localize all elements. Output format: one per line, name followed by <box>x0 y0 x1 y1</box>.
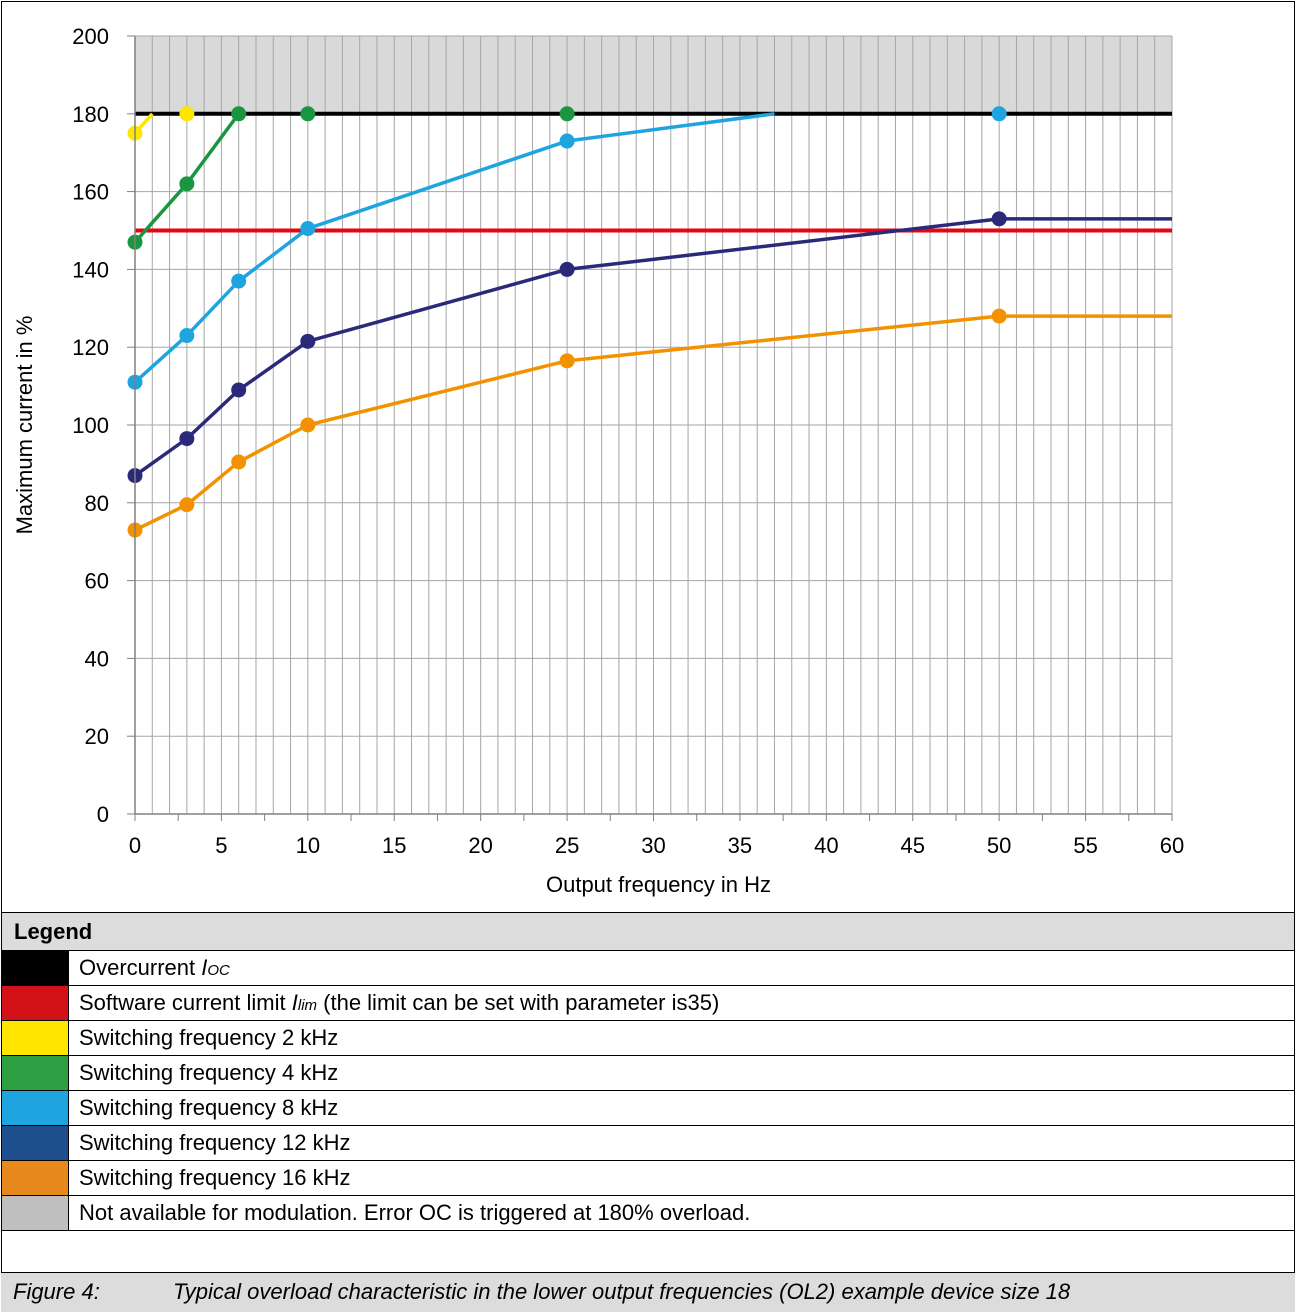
overload-chart: 0 20 40 60 80 100 120 140 160 180 200 0 5 10 15 20 25 30 3… <box>12 24 1184 897</box>
legend-title: Legend <box>1 912 1295 951</box>
y-tick-label: 0 <box>97 802 109 827</box>
series-point-3 <box>559 261 575 277</box>
y-tick-label: 180 <box>72 102 109 127</box>
legend-swatch <box>1 1055 69 1091</box>
legend-label: Not available for modulation. Error OC i… <box>68 1195 1295 1231</box>
x-tick-label: 5 <box>215 833 227 858</box>
y-axis-title: Maximum current in % <box>12 316 37 535</box>
y-tick-label: 160 <box>72 180 109 205</box>
x-axis-title: Output frequency in Hz <box>546 872 771 897</box>
legend-swatch <box>1 1020 69 1056</box>
series-point-1 <box>179 176 195 192</box>
legend-row-8khz: Switching frequency 8 kHz <box>1 1090 1295 1126</box>
figure-caption: Figure 4: Typical overload characteristi… <box>1 1272 1295 1312</box>
legend-swatch <box>1 1090 69 1126</box>
legend-swatch <box>1 950 69 986</box>
legend-symbol: I <box>291 990 298 1015</box>
legend-label: Overcurrent <box>79 955 202 980</box>
legend-row-current-limit: Software current limit Ilim (the limit c… <box>1 985 1295 1021</box>
series-point-2 <box>991 106 1007 122</box>
legend-row-4khz: Switching frequency 4 kHz <box>1 1055 1295 1091</box>
legend-label: Switching frequency 16 kHz <box>68 1160 1295 1196</box>
y-tick-label: 60 <box>85 569 109 594</box>
legend-label-rest: (the limit can be set with parameter is3… <box>317 990 720 1015</box>
legend-label: Software current limit <box>79 990 292 1015</box>
legend-row-not-available: Not available for modulation. Error OC i… <box>1 1195 1295 1231</box>
y-tick-label: 80 <box>85 491 109 516</box>
legend-swatch <box>1 1125 69 1161</box>
x-tick-label: 30 <box>641 833 665 858</box>
legend-symbol: I <box>201 955 208 980</box>
legend-row-16khz: Switching frequency 16 kHz <box>1 1160 1295 1196</box>
legend-row-12khz: Switching frequency 12 kHz <box>1 1125 1295 1161</box>
legend-label: Switching frequency 4 kHz <box>68 1055 1295 1091</box>
legend-table: Legend Overcurrent IOC Software current … <box>1 912 1295 1231</box>
series-line-2 <box>133 112 775 384</box>
series-point-2 <box>559 133 575 149</box>
legend-subscript: OC <box>207 962 230 979</box>
series-point-4 <box>559 353 575 369</box>
x-tick-label: 35 <box>728 833 752 858</box>
series-point-3 <box>991 211 1007 227</box>
series-point-2 <box>231 273 247 289</box>
series-point-2 <box>179 328 195 344</box>
series-point-1 <box>231 106 247 122</box>
x-tick-label: 0 <box>129 833 141 858</box>
x-tick-label: 60 <box>1160 833 1184 858</box>
legend-subscript: lim <box>297 997 318 1014</box>
x-tick-label: 10 <box>296 833 320 858</box>
legend-swatch <box>1 1160 69 1196</box>
series-point-4 <box>300 417 316 433</box>
legend-swatch <box>1 1195 69 1231</box>
series-point-1 <box>300 106 316 122</box>
series-point-0 <box>179 106 195 122</box>
y-tick-label: 40 <box>85 646 109 671</box>
x-tick-label: 45 <box>901 833 925 858</box>
x-tick-label: 20 <box>468 833 492 858</box>
x-tick-label: 15 <box>382 833 406 858</box>
series-point-2 <box>300 221 316 237</box>
series-point-3 <box>179 431 195 447</box>
y-tick-label: 200 <box>72 24 109 49</box>
x-tick-label: 40 <box>814 833 838 858</box>
legend-label: Switching frequency 12 kHz <box>68 1125 1295 1161</box>
caption-number: Figure 4: <box>13 1279 100 1304</box>
y-tick-label: 20 <box>85 724 109 749</box>
legend-label: Switching frequency 2 kHz <box>68 1020 1295 1056</box>
caption-text: Typical overload characteristic in the l… <box>173 1279 1071 1304</box>
legend-row-overcurrent: Overcurrent IOC <box>1 950 1295 986</box>
x-tick-label: 55 <box>1073 833 1097 858</box>
legend-row-2khz: Switching frequency 2 kHz <box>1 1020 1295 1056</box>
legend-swatch <box>1 985 69 1021</box>
series-point-4 <box>231 454 247 470</box>
y-tick-label: 120 <box>72 335 109 360</box>
y-tick-label: 140 <box>72 257 109 282</box>
legend-label: Switching frequency 8 kHz <box>68 1090 1295 1126</box>
series-point-1 <box>559 106 575 122</box>
series-point-3 <box>300 333 316 349</box>
x-tick-label: 25 <box>555 833 579 858</box>
series-point-3 <box>231 382 247 398</box>
y-tick-label: 100 <box>72 413 109 438</box>
x-tick-label: 50 <box>987 833 1011 858</box>
series-point-4 <box>179 497 195 513</box>
series-point-4 <box>991 308 1007 324</box>
